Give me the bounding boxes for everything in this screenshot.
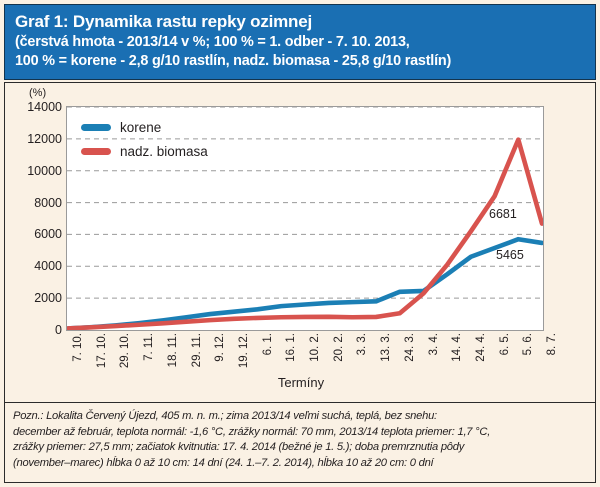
x-axis-tick-label: 29. 11. — [190, 333, 203, 368]
data-label-korene: 5465 — [496, 247, 524, 262]
chart-panel: (%) 0 2000 4000 6000 8000 10000 12000 14000 kor… — [4, 82, 596, 402]
y-axis-tick-label: 8000 — [34, 195, 62, 210]
legend-swatch-nadz-biomasa — [81, 147, 111, 155]
x-axis-tick-label: 7. 10. — [72, 333, 84, 362]
x-axis-tick-label: 29. 10. — [119, 333, 132, 369]
y-axis-tick-label: 14000 — [27, 100, 62, 114]
chart-title: Graf 1: Dynamika rastu repky ozimnej — [15, 12, 313, 31]
x-axis-tick-label: 24. 3. — [403, 333, 416, 362]
x-axis-tick-label: 10. 2. — [309, 333, 321, 362]
y-axis-tick-label: 4000 — [34, 259, 62, 274]
footnote-line-3: zrážky priemer: 27,5 mm; začiatok kvitnu… — [13, 441, 465, 454]
x-axis-tick-label: 3. 3. — [356, 333, 369, 356]
y-axis-unit-label: (%) — [29, 87, 47, 99]
x-axis-ticks: 7. 10. 17. 10. 29. 10. 7. 11. 18. 11. 29. 11.… — [66, 333, 558, 373]
x-axis-tick-label: 13. 3. — [380, 333, 393, 362]
chart-subtitle-line-1: (čerstvá hmota - 2013/14 v %; 100 % = 1.… — [15, 34, 410, 50]
x-axis-title: Termíny — [277, 375, 325, 390]
y-axis-tick-label: 10000 — [27, 163, 62, 178]
x-axis-tick-label: 5. 6. — [522, 333, 535, 356]
x-axis-tick-label: 19. 12. — [237, 333, 250, 369]
legend-item-korene: korene — [81, 115, 208, 139]
chart-subtitle-line-2: 100 % = korene - 2,8 g/10 rastlín, nadz.… — [15, 53, 452, 69]
x-axis-tick-label: 18. 11. — [166, 333, 179, 368]
footnote-line-2: december až február, teplota normál: -1,… — [13, 425, 491, 438]
x-axis-tick-label: 6. 5. — [498, 333, 511, 356]
legend-label-korene: korene — [120, 119, 162, 135]
x-axis-tick-label: 17. 10. — [95, 333, 108, 369]
y-axis-tick-label: 2000 — [34, 291, 62, 306]
chart-legend: korene nadz. biomasa — [81, 115, 208, 163]
x-axis-tick-label: 14. 4. — [451, 333, 464, 362]
footnote-line-1: Pozn.: Lokalita Červený Újezd, 405 m. n.… — [13, 410, 437, 422]
x-axis-tick-label: 6. 1. — [261, 333, 274, 356]
x-axis-tick-label: 8. 7. — [546, 333, 558, 356]
y-axis-tick-label: 6000 — [34, 227, 62, 242]
x-axis-tick-label: 24. 4. — [474, 333, 487, 362]
legend-item-nadz-biomasa: nadz. biomasa — [81, 139, 208, 163]
x-axis-tick-label: 3. 4. — [427, 333, 440, 356]
data-label-nadz-biomasa: 6681 — [489, 206, 517, 221]
x-axis-tick-label: 9. 12. — [214, 333, 227, 362]
chart-svg — [67, 107, 543, 330]
x-axis-tick-label: 7. 11. — [143, 333, 156, 361]
y-axis-tick-label: 12000 — [27, 131, 62, 146]
footnote-line-4: (november–marec) hĺbka 0 až 10 cm: 14 dn… — [13, 456, 434, 469]
y-axis-ticks: 0 2000 4000 6000 8000 10000 12000 14000 — [5, 100, 62, 337]
chart-footnote: Pozn.: Lokalita Červený Újezd, 405 m. n.… — [4, 402, 596, 483]
y-axis-tick-label: 0 — [55, 323, 62, 337]
legend-swatch-korene — [81, 123, 111, 131]
plot-area: korene nadz. biomasa — [66, 106, 544, 331]
x-axis-tick-label: 16. 1. — [285, 333, 298, 362]
chart-header: Graf 1: Dynamika rastu repky ozimnej (če… — [4, 4, 596, 80]
legend-label-nadz-biomasa: nadz. biomasa — [120, 143, 208, 159]
x-axis-tick-label: 20. 2. — [332, 333, 345, 362]
